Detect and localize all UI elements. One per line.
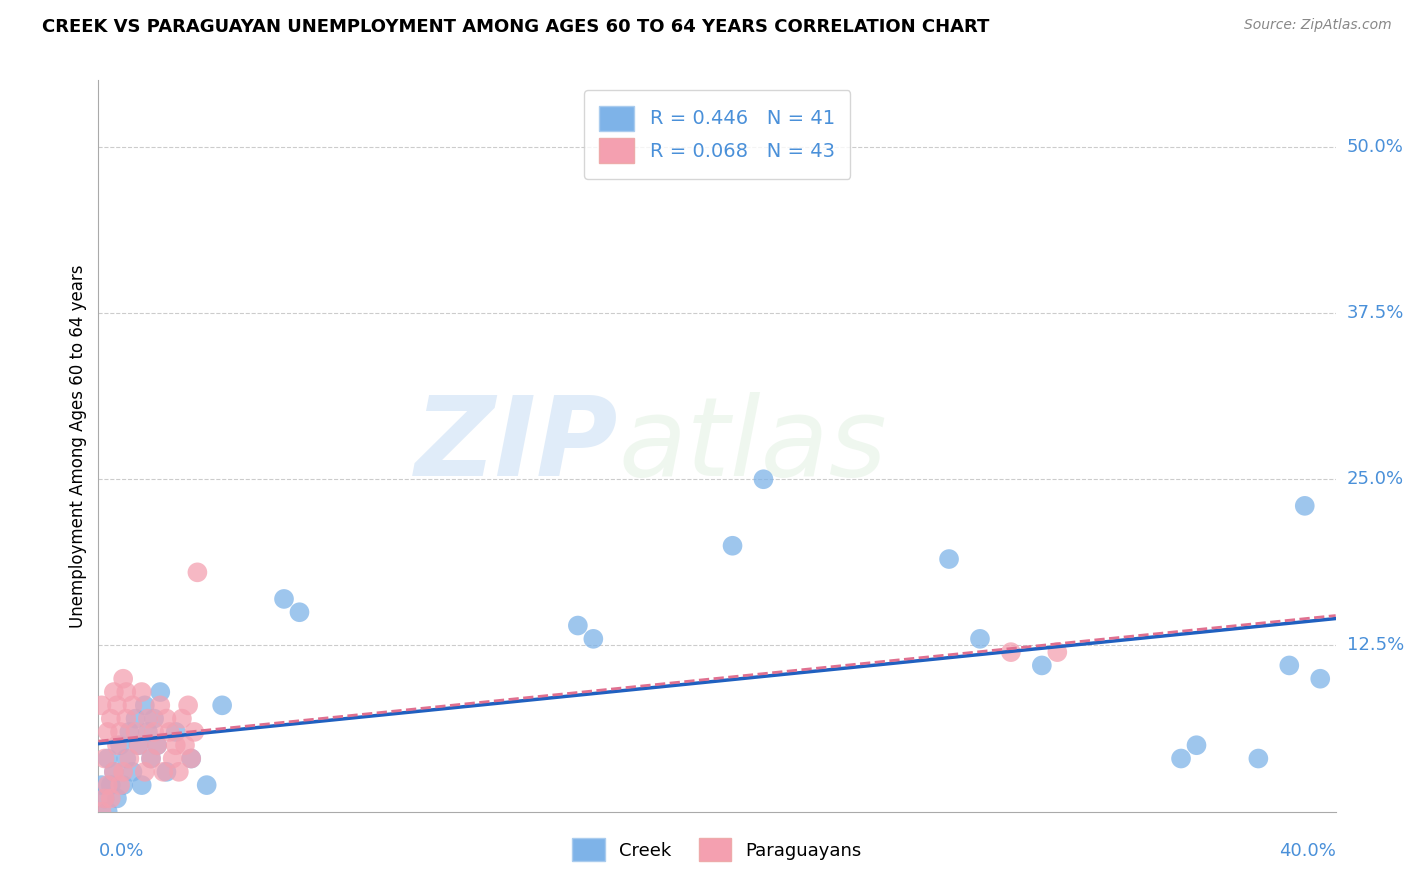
- Point: [180, 751, 202, 765]
- Point: [97, 725, 120, 739]
- Point: [195, 778, 218, 792]
- Point: [115, 751, 138, 765]
- Point: [174, 738, 197, 752]
- Point: [90, 778, 112, 792]
- Legend: Creek, Paraguayans: Creek, Paraguayans: [565, 830, 869, 869]
- Point: [1278, 658, 1301, 673]
- Text: atlas: atlas: [619, 392, 887, 500]
- Point: [165, 725, 187, 739]
- Point: [97, 805, 120, 819]
- Point: [143, 725, 166, 739]
- Point: [103, 764, 125, 779]
- Text: 37.5%: 37.5%: [1347, 304, 1405, 322]
- Point: [139, 751, 162, 765]
- Point: [108, 738, 131, 752]
- Point: [1185, 738, 1208, 752]
- Point: [938, 552, 960, 566]
- Point: [128, 738, 150, 752]
- Point: [100, 712, 122, 726]
- Point: [721, 539, 744, 553]
- Point: [1309, 672, 1331, 686]
- Point: [128, 738, 150, 752]
- Point: [131, 778, 153, 792]
- Point: [567, 618, 589, 632]
- Point: [115, 685, 138, 699]
- Point: [103, 764, 125, 779]
- Point: [112, 778, 135, 792]
- Point: [124, 712, 146, 726]
- Point: [100, 791, 122, 805]
- Point: [136, 712, 159, 726]
- Point: [93, 791, 115, 805]
- Point: [183, 725, 205, 739]
- Point: [105, 791, 128, 805]
- Point: [149, 685, 172, 699]
- Point: [97, 778, 120, 792]
- Point: [105, 698, 128, 713]
- Point: [97, 751, 120, 765]
- Point: [155, 712, 177, 726]
- Point: [121, 764, 143, 779]
- Point: [93, 751, 115, 765]
- Point: [170, 712, 193, 726]
- Point: [1000, 645, 1022, 659]
- Point: [1247, 751, 1270, 765]
- Point: [134, 764, 156, 779]
- Point: [211, 698, 233, 713]
- Point: [273, 591, 295, 606]
- Point: [108, 725, 131, 739]
- Point: [121, 698, 143, 713]
- Point: [152, 764, 174, 779]
- Point: [149, 698, 172, 713]
- Point: [93, 791, 115, 805]
- Point: [167, 764, 190, 779]
- Point: [165, 738, 187, 752]
- Point: [90, 698, 112, 713]
- Point: [177, 698, 200, 713]
- Point: [1294, 499, 1316, 513]
- Point: [752, 472, 775, 486]
- Point: [146, 738, 169, 752]
- Point: [124, 725, 146, 739]
- Point: [288, 605, 311, 619]
- Text: 40.0%: 40.0%: [1279, 842, 1336, 860]
- Text: ZIP: ZIP: [415, 392, 619, 500]
- Point: [112, 764, 135, 779]
- Point: [131, 685, 153, 699]
- Point: [186, 566, 208, 580]
- Point: [115, 712, 138, 726]
- Text: CREEK VS PARAGUAYAN UNEMPLOYMENT AMONG AGES 60 TO 64 YEARS CORRELATION CHART: CREEK VS PARAGUAYAN UNEMPLOYMENT AMONG A…: [42, 18, 990, 36]
- Text: 12.5%: 12.5%: [1347, 637, 1405, 655]
- Point: [162, 751, 184, 765]
- Point: [134, 698, 156, 713]
- Text: 25.0%: 25.0%: [1347, 470, 1405, 488]
- Point: [1046, 645, 1069, 659]
- Text: 50.0%: 50.0%: [1347, 137, 1403, 156]
- Text: Source: ZipAtlas.com: Source: ZipAtlas.com: [1244, 18, 1392, 32]
- Point: [180, 751, 202, 765]
- Point: [100, 778, 122, 792]
- Point: [155, 764, 177, 779]
- Point: [1031, 658, 1053, 673]
- Point: [105, 738, 128, 752]
- Point: [90, 805, 112, 819]
- Point: [1170, 751, 1192, 765]
- Point: [969, 632, 991, 646]
- Text: 0.0%: 0.0%: [98, 842, 143, 860]
- Point: [146, 738, 169, 752]
- Point: [118, 725, 141, 739]
- Point: [118, 751, 141, 765]
- Point: [103, 685, 125, 699]
- Point: [159, 725, 181, 739]
- Point: [143, 712, 166, 726]
- Point: [108, 778, 131, 792]
- Point: [582, 632, 605, 646]
- Y-axis label: Unemployment Among Ages 60 to 64 years: Unemployment Among Ages 60 to 64 years: [69, 264, 87, 628]
- Point: [139, 751, 162, 765]
- Point: [112, 672, 135, 686]
- Point: [136, 725, 159, 739]
